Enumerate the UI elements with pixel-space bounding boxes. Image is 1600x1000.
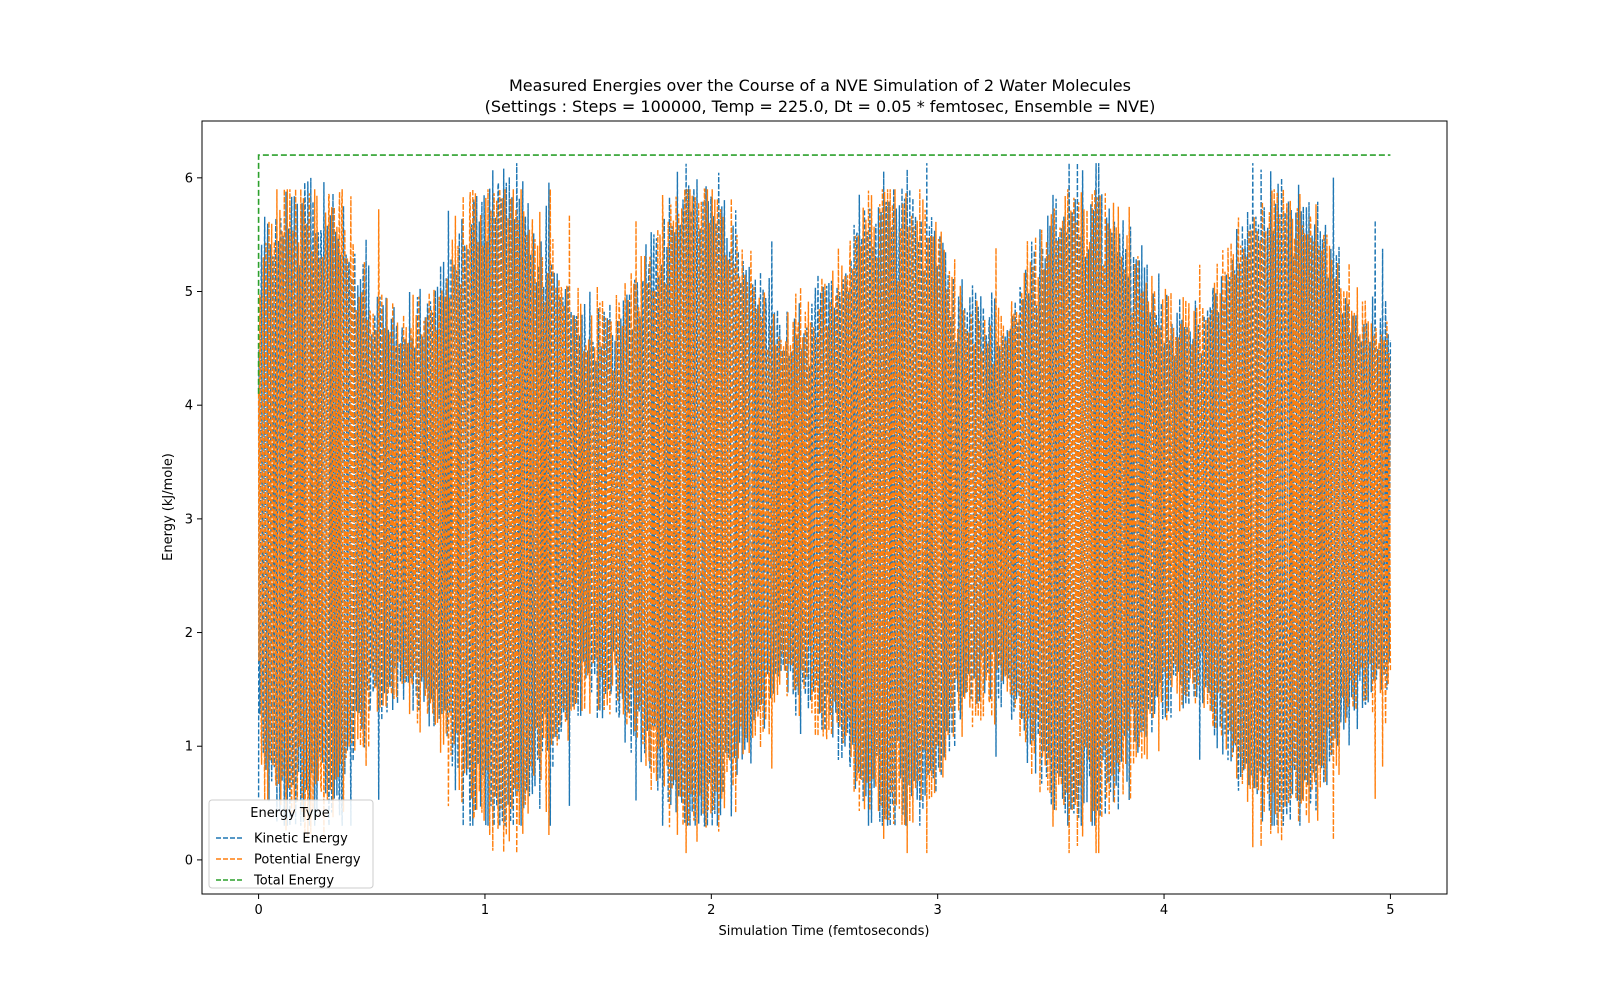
plot-frame <box>201 120 1448 895</box>
y-tick-label: 0 <box>185 853 193 868</box>
chart-subtitle: (Settings : Steps = 100000, Temp = 225.0… <box>485 97 1156 116</box>
y-tick-label: 3 <box>185 512 193 527</box>
y-axis: 0 1 2 3 4 5 6 <box>185 171 202 868</box>
x-tick-label: 2 <box>707 903 715 918</box>
y-tick-label: 5 <box>185 285 193 300</box>
y-tick-label: 4 <box>185 399 193 414</box>
legend: Energy Type Kinetic Energy Potential Ener… <box>208 799 374 889</box>
series-layer <box>257 154 1392 854</box>
x-tick-label: 1 <box>481 903 489 918</box>
legend-entry-label: Kinetic Energy <box>254 832 348 847</box>
x-tick-label: 4 <box>1160 903 1168 918</box>
legend-box <box>208 799 374 889</box>
x-axis: 0 1 2 3 4 5 <box>254 894 1395 918</box>
legend-entry-label: Total Energy <box>253 874 334 889</box>
x-tick-label: 0 <box>254 903 262 918</box>
y-axis-label: Energy (kJ/mole) <box>161 453 176 561</box>
legend-entry-label: Potential Energy <box>254 853 361 868</box>
y-tick-label: 2 <box>185 626 193 641</box>
series-line-total-energy <box>257 154 1391 394</box>
x-tick-label: 5 <box>1386 903 1394 918</box>
x-tick-label: 3 <box>934 903 942 918</box>
legend-title: Energy Type <box>250 806 330 821</box>
chart-title: Measured Energies over the Course of a N… <box>509 76 1131 95</box>
x-axis-label: Simulation Time (femtoseconds) <box>719 924 930 939</box>
series-line-potential-energy <box>257 188 1392 854</box>
y-tick-label: 1 <box>185 740 193 755</box>
y-tick-label: 6 <box>185 171 193 186</box>
